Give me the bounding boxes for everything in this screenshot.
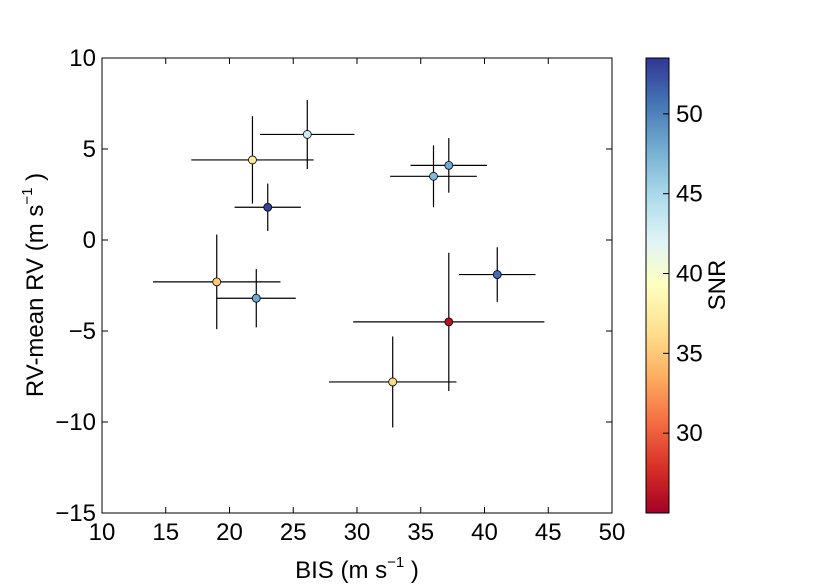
y-tick-label: −15 <box>55 500 96 527</box>
y-tick-label: −5 <box>69 318 96 345</box>
y-tick-label: 10 <box>69 45 96 72</box>
colorbar-tick-label: 35 <box>676 340 703 367</box>
data-point <box>251 293 261 303</box>
data-point <box>212 277 222 287</box>
x-tick-label: 15 <box>152 519 179 546</box>
data-points <box>212 130 502 387</box>
colorbar-tick-label: 30 <box>676 420 703 447</box>
x-tick-label: 45 <box>535 519 562 546</box>
y-axis: 10 5 0 −5 −10 −15 <box>55 45 612 527</box>
x-axis-label-exponent: −1 <box>387 554 404 571</box>
colorbar <box>645 57 670 514</box>
colorbar-ticks: 50 45 40 35 30 <box>663 101 703 447</box>
y-axis-label-close: ) <box>22 173 49 188</box>
x-tick-label: 10 <box>89 519 116 546</box>
x-tick-label: 50 <box>599 519 626 546</box>
x-tick-label: 20 <box>216 519 243 546</box>
data-point <box>263 202 273 212</box>
x-axis: 10 15 20 25 30 35 40 45 50 <box>89 58 626 546</box>
y-axis-label: RV-mean RV (m s−1 ) <box>19 173 49 397</box>
data-point <box>444 160 454 170</box>
x-tick-label: 40 <box>471 519 498 546</box>
x-axis-label: BIS (m s−1 ) <box>295 554 419 584</box>
data-point <box>444 317 454 327</box>
plot-area <box>101 57 613 514</box>
colorbar-tick-label: 50 <box>676 101 703 128</box>
data-point <box>302 130 312 139</box>
colorbar-tick-label: 40 <box>676 261 703 288</box>
data-point <box>248 155 257 165</box>
y-axis-label-exponent: −1 <box>19 188 36 205</box>
x-tick-label: 30 <box>344 519 371 546</box>
x-tick-label: 35 <box>407 519 434 546</box>
x-axis-label-close: ) <box>404 557 419 584</box>
y-tick-label: 5 <box>83 136 96 163</box>
y-axis-label-text: RV-mean RV (m s <box>22 205 49 398</box>
colorbar-tick-label: 45 <box>676 181 703 208</box>
y-tick-label: −10 <box>55 409 96 436</box>
y-tick-label: 0 <box>83 227 96 254</box>
x-tick-label: 25 <box>280 519 307 546</box>
data-point <box>388 377 398 387</box>
data-point <box>429 171 438 181</box>
x-axis-label-text: BIS (m s <box>295 557 387 584</box>
colorbar-label: SNR <box>704 260 731 311</box>
data-point <box>492 270 502 279</box>
